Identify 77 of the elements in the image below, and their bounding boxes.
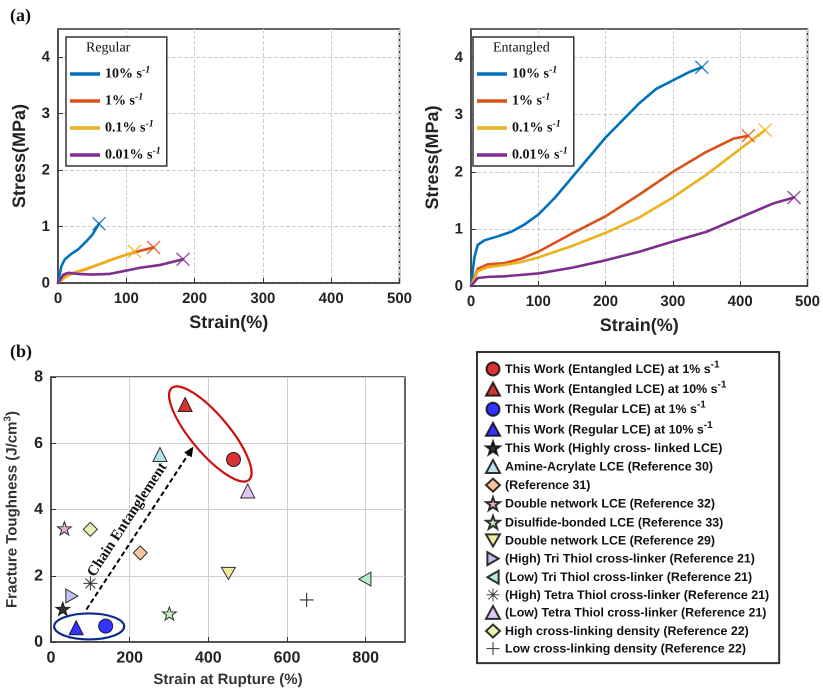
point bbox=[240, 483, 256, 498]
point bbox=[55, 602, 70, 616]
y-tick-label: 1 bbox=[454, 220, 463, 238]
point bbox=[758, 123, 772, 138]
point bbox=[694, 60, 709, 74]
y-tick-label: 4 bbox=[34, 501, 44, 518]
legend-label: (High) Tri Thiol cross-linker (Reference 21) bbox=[505, 552, 755, 566]
y-tick-label: 8 bbox=[34, 368, 44, 386]
point bbox=[300, 592, 314, 607]
x-axis-title: Strain(%) bbox=[189, 312, 268, 332]
point bbox=[83, 576, 98, 590]
legend-label: (Low) Tetra Thiol cross-linker (Reference 21) bbox=[505, 605, 766, 620]
point bbox=[98, 618, 114, 634]
y-axis-title: Stress(MPa) bbox=[422, 105, 442, 210]
point bbox=[162, 606, 177, 621]
point bbox=[82, 522, 98, 537]
x-tick-label: 200 bbox=[182, 290, 208, 307]
y-tick-label: 0 bbox=[454, 278, 463, 294]
y-tick-label: 4 bbox=[454, 49, 464, 66]
x-tick-label: 300 bbox=[660, 293, 686, 310]
y-tick-label: 2 bbox=[454, 163, 463, 180]
x-tick-label: 400 bbox=[194, 650, 222, 666]
legend-label: (Low) Tri Thiol cross-linker (Reference 21) bbox=[505, 570, 752, 584]
y-tick-label: 0 bbox=[42, 274, 50, 292]
point bbox=[220, 566, 236, 580]
legend-label: (High) Tetra Thiol cross-linker (Reference 21) bbox=[505, 588, 770, 602]
legend-label: Double network LCE (Reference 32) bbox=[505, 496, 715, 511]
y-axis-title: Fracture Toughness (J/cm3) bbox=[2, 411, 20, 608]
y-axis-title: Stress(MPa) bbox=[9, 104, 29, 208]
legend-label: (Reference 31) bbox=[505, 478, 590, 492]
legend-label: High cross-linking density (Reference 22) bbox=[505, 624, 749, 638]
text: (a) bbox=[10, 5, 31, 25]
y-tick-label: 2 bbox=[42, 162, 50, 179]
legend-label: Amine-Acrylate LCE (Reference 30) bbox=[505, 460, 713, 474]
legend-label: Low cross-linking density (Reference 22) bbox=[505, 642, 746, 656]
x-tick-label: 500 bbox=[794, 293, 820, 310]
point bbox=[358, 572, 372, 587]
x-tick-label: 300 bbox=[250, 290, 276, 307]
y-tick-label: 4 bbox=[42, 48, 51, 66]
x-axis-title: Strain at Rupture (%) bbox=[153, 671, 303, 688]
y-tick-label: 0 bbox=[34, 634, 44, 650]
y-tick-label: 3 bbox=[454, 106, 463, 124]
x-tick-label: 600 bbox=[274, 650, 300, 666]
point bbox=[127, 244, 142, 258]
point bbox=[146, 240, 161, 254]
x-tick-label: 100 bbox=[114, 290, 139, 307]
point bbox=[132, 545, 148, 560]
y-tick-label: 6 bbox=[34, 434, 44, 452]
point bbox=[65, 588, 78, 604]
legend-title: Regular bbox=[86, 40, 131, 56]
point bbox=[56, 521, 72, 536]
point bbox=[68, 620, 84, 636]
x-tick-label: 800 bbox=[352, 650, 380, 666]
x-tick-label: 100 bbox=[526, 293, 551, 310]
y-tick-label: 3 bbox=[42, 105, 50, 122]
y-tick-label: 2 bbox=[34, 567, 44, 584]
point bbox=[176, 252, 190, 266]
x-tick-label: 500 bbox=[386, 290, 412, 307]
point bbox=[152, 447, 168, 462]
x-tick-label: 0 bbox=[466, 293, 476, 310]
point bbox=[178, 396, 193, 412]
x-tick-label: 200 bbox=[116, 650, 144, 666]
point bbox=[741, 128, 756, 143]
legend-label: Double network LCE (Reference 29) bbox=[505, 533, 715, 548]
x-tick-label: 400 bbox=[318, 290, 344, 307]
point bbox=[226, 452, 242, 467]
text: (b) bbox=[10, 341, 32, 361]
y-tick-label: 1 bbox=[42, 218, 50, 236]
x-tick-label: 0 bbox=[54, 290, 62, 307]
x-tick-label: 200 bbox=[593, 293, 618, 310]
point bbox=[92, 216, 106, 231]
legend-title: Entangled bbox=[493, 40, 550, 56]
legend-label: Disulfide-bonded LCE (Reference 33) bbox=[505, 515, 724, 530]
x-tick-label: 400 bbox=[728, 293, 753, 310]
x-axis-title: Strain(%) bbox=[600, 315, 679, 335]
point bbox=[787, 190, 802, 204]
legend-label: This Work (Highly cross- linked LCE) bbox=[505, 440, 722, 455]
